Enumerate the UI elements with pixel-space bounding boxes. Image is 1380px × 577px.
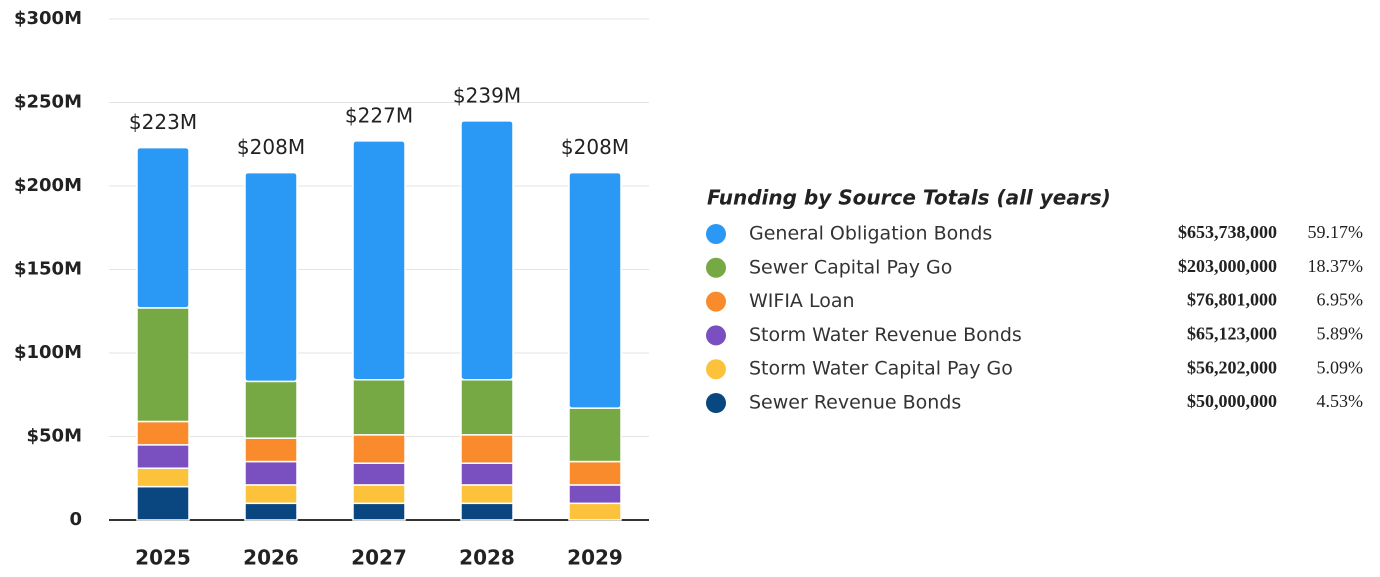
bar-segment: [460, 378, 514, 436]
x-tick-label: 2026: [243, 546, 299, 570]
legend-share: 6.95%: [1317, 290, 1364, 310]
x-tick-label: 2029: [567, 546, 623, 570]
x-tick-label: 2027: [351, 546, 407, 570]
total-label: $239M: [453, 83, 521, 107]
bar-segment: [244, 484, 298, 505]
y-tick-label: $250M: [14, 92, 82, 113]
total-label: $227M: [345, 103, 413, 127]
legend-swatch: [706, 359, 726, 380]
legend-share: 59.17%: [1308, 222, 1364, 242]
bar-segment: [352, 502, 406, 521]
total-label: $208M: [237, 135, 305, 159]
bar-segment: [460, 120, 514, 381]
legend-share: 4.53%: [1317, 391, 1364, 411]
bar-segment: [136, 146, 190, 309]
bar-segment: [568, 407, 622, 463]
legend-swatch: [706, 325, 726, 346]
bar-segment: [568, 484, 622, 505]
total-label: $208M: [561, 135, 629, 159]
legend-swatch: [706, 224, 726, 244]
bar-segment: [136, 307, 190, 423]
bar-segment: [460, 502, 514, 521]
bar-segment: [244, 437, 298, 463]
bar-segment: [460, 434, 514, 464]
y-tick-label: $150M: [14, 259, 82, 280]
bar-segment: [136, 467, 190, 488]
legend-swatch: [706, 393, 726, 413]
x-tick-label: 2028: [459, 546, 515, 570]
y-tick-label: $200M: [14, 175, 82, 196]
legend-swatch: [706, 257, 726, 278]
legend-total: $65,123,000: [1187, 324, 1277, 344]
bar-segment: [244, 171, 298, 383]
legend-total: $203,000,000: [1178, 256, 1277, 276]
bar-segment: [244, 380, 298, 439]
y-tick-label: $100M: [14, 342, 82, 363]
bar-segment: [244, 460, 298, 486]
legend-total: $50,000,000: [1187, 391, 1277, 411]
legend-total: $653,738,000: [1178, 222, 1277, 242]
legend-name: Sewer Revenue Bonds: [749, 392, 961, 414]
y-tick-label: $300M: [14, 8, 82, 29]
bar-segment: [568, 171, 622, 409]
y-tick-label: 0: [69, 509, 82, 530]
legend-name: Storm Water Capital Pay Go: [749, 358, 1013, 380]
y-tick-label: $50M: [27, 426, 83, 447]
legend-total: $56,202,000: [1187, 357, 1277, 377]
legend-name: Storm Water Revenue Bonds: [749, 324, 1022, 346]
bar-segment: [244, 502, 298, 521]
bar-segment: [136, 444, 190, 469]
bar-segment: [460, 484, 514, 505]
legend-name: WIFIA Loan: [749, 290, 855, 312]
legend-title: Funding by Source Totals (all years): [707, 186, 1111, 210]
x-tick-label: 2025: [135, 546, 191, 570]
legend-name: General Obligation Bonds: [749, 223, 992, 245]
legend-swatch: [706, 291, 726, 312]
total-label: $223M: [129, 110, 197, 134]
legend-share: 5.09%: [1317, 357, 1364, 377]
legend-share: 5.89%: [1317, 324, 1364, 344]
bar-segment: [352, 434, 406, 464]
bar-segment: [568, 460, 622, 486]
bar-segment: [136, 485, 190, 521]
bar-segment: [136, 420, 190, 446]
legend-total: $76,801,000: [1187, 290, 1277, 310]
bar-segment: [568, 502, 622, 521]
legend-share: 18.37%: [1308, 256, 1364, 276]
bar-segment: [460, 462, 514, 486]
bar-segment: [352, 462, 406, 486]
legend-name: Sewer Capital Pay Go: [749, 256, 952, 278]
bar-segment: [352, 140, 406, 381]
bar-segment: [352, 378, 406, 436]
bar-segment: [352, 484, 406, 505]
